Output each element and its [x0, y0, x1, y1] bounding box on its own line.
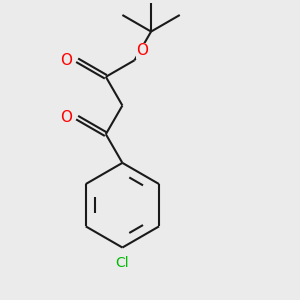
Text: O: O	[60, 53, 72, 68]
Text: O: O	[136, 44, 148, 59]
Text: O: O	[60, 110, 72, 125]
Text: Cl: Cl	[116, 256, 129, 270]
